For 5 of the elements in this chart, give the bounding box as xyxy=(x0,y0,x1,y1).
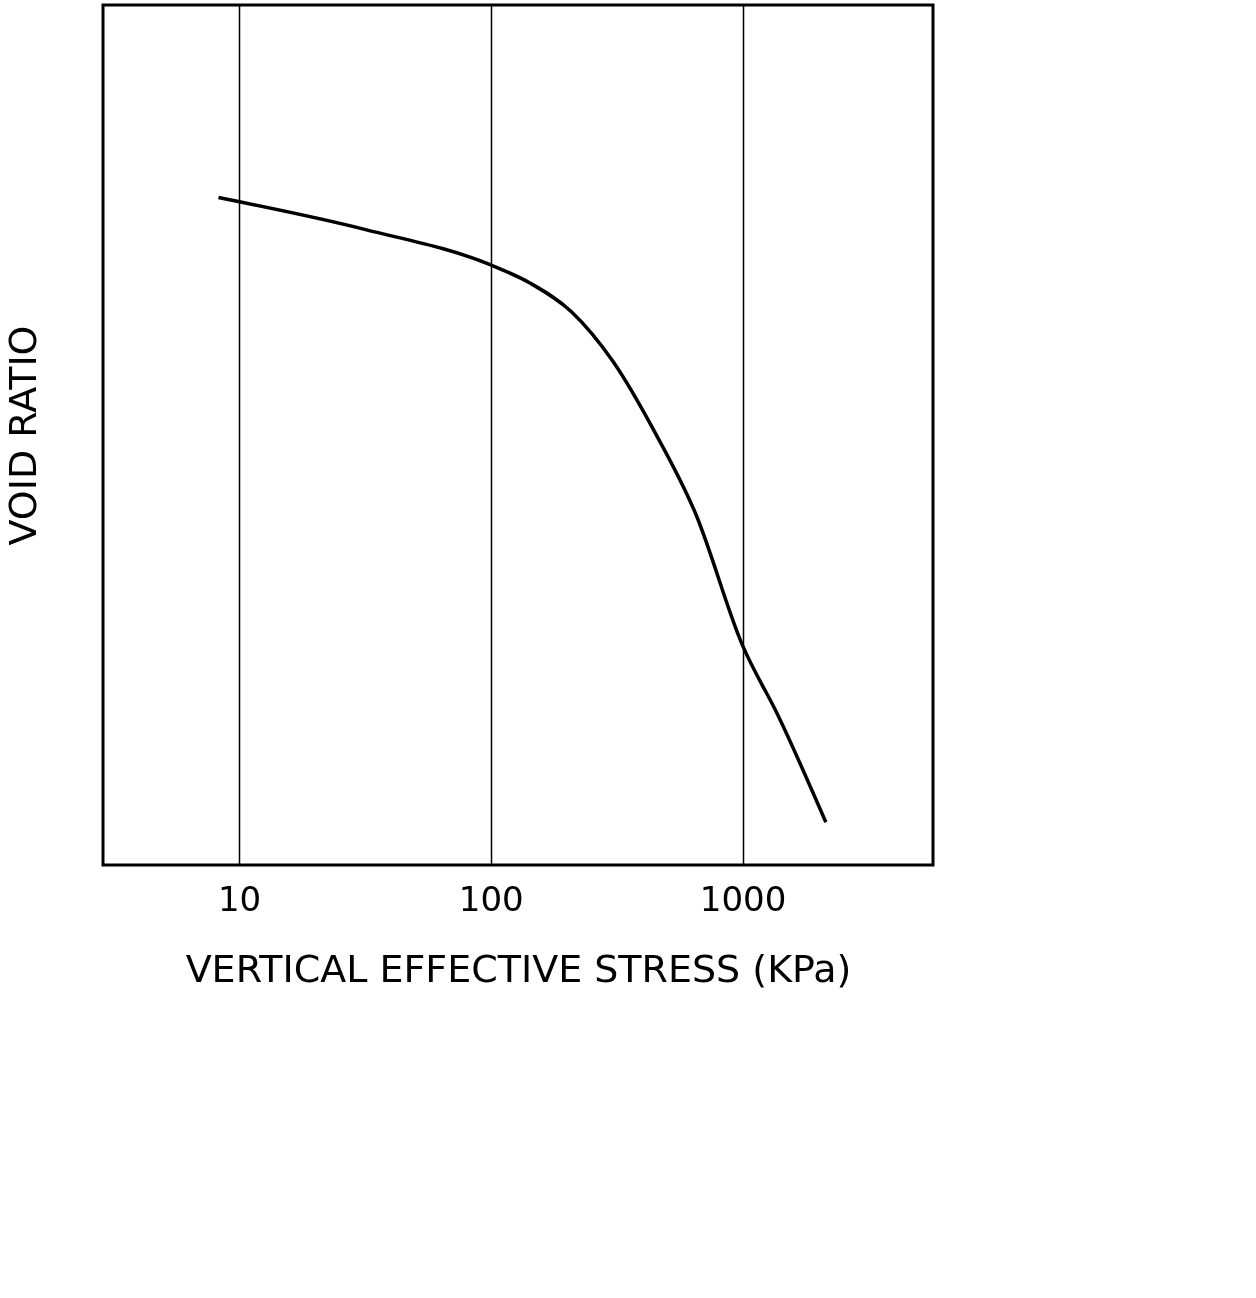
y-axis-title: VOID RATIO xyxy=(0,325,45,546)
x-axis-title: VERTICAL EFFECTIVE STRESS (KPa) xyxy=(185,946,852,991)
x-tick-label: 100 xyxy=(458,878,524,919)
x-tick-label: 1000 xyxy=(699,878,787,919)
x-tick-label: 10 xyxy=(217,878,262,919)
